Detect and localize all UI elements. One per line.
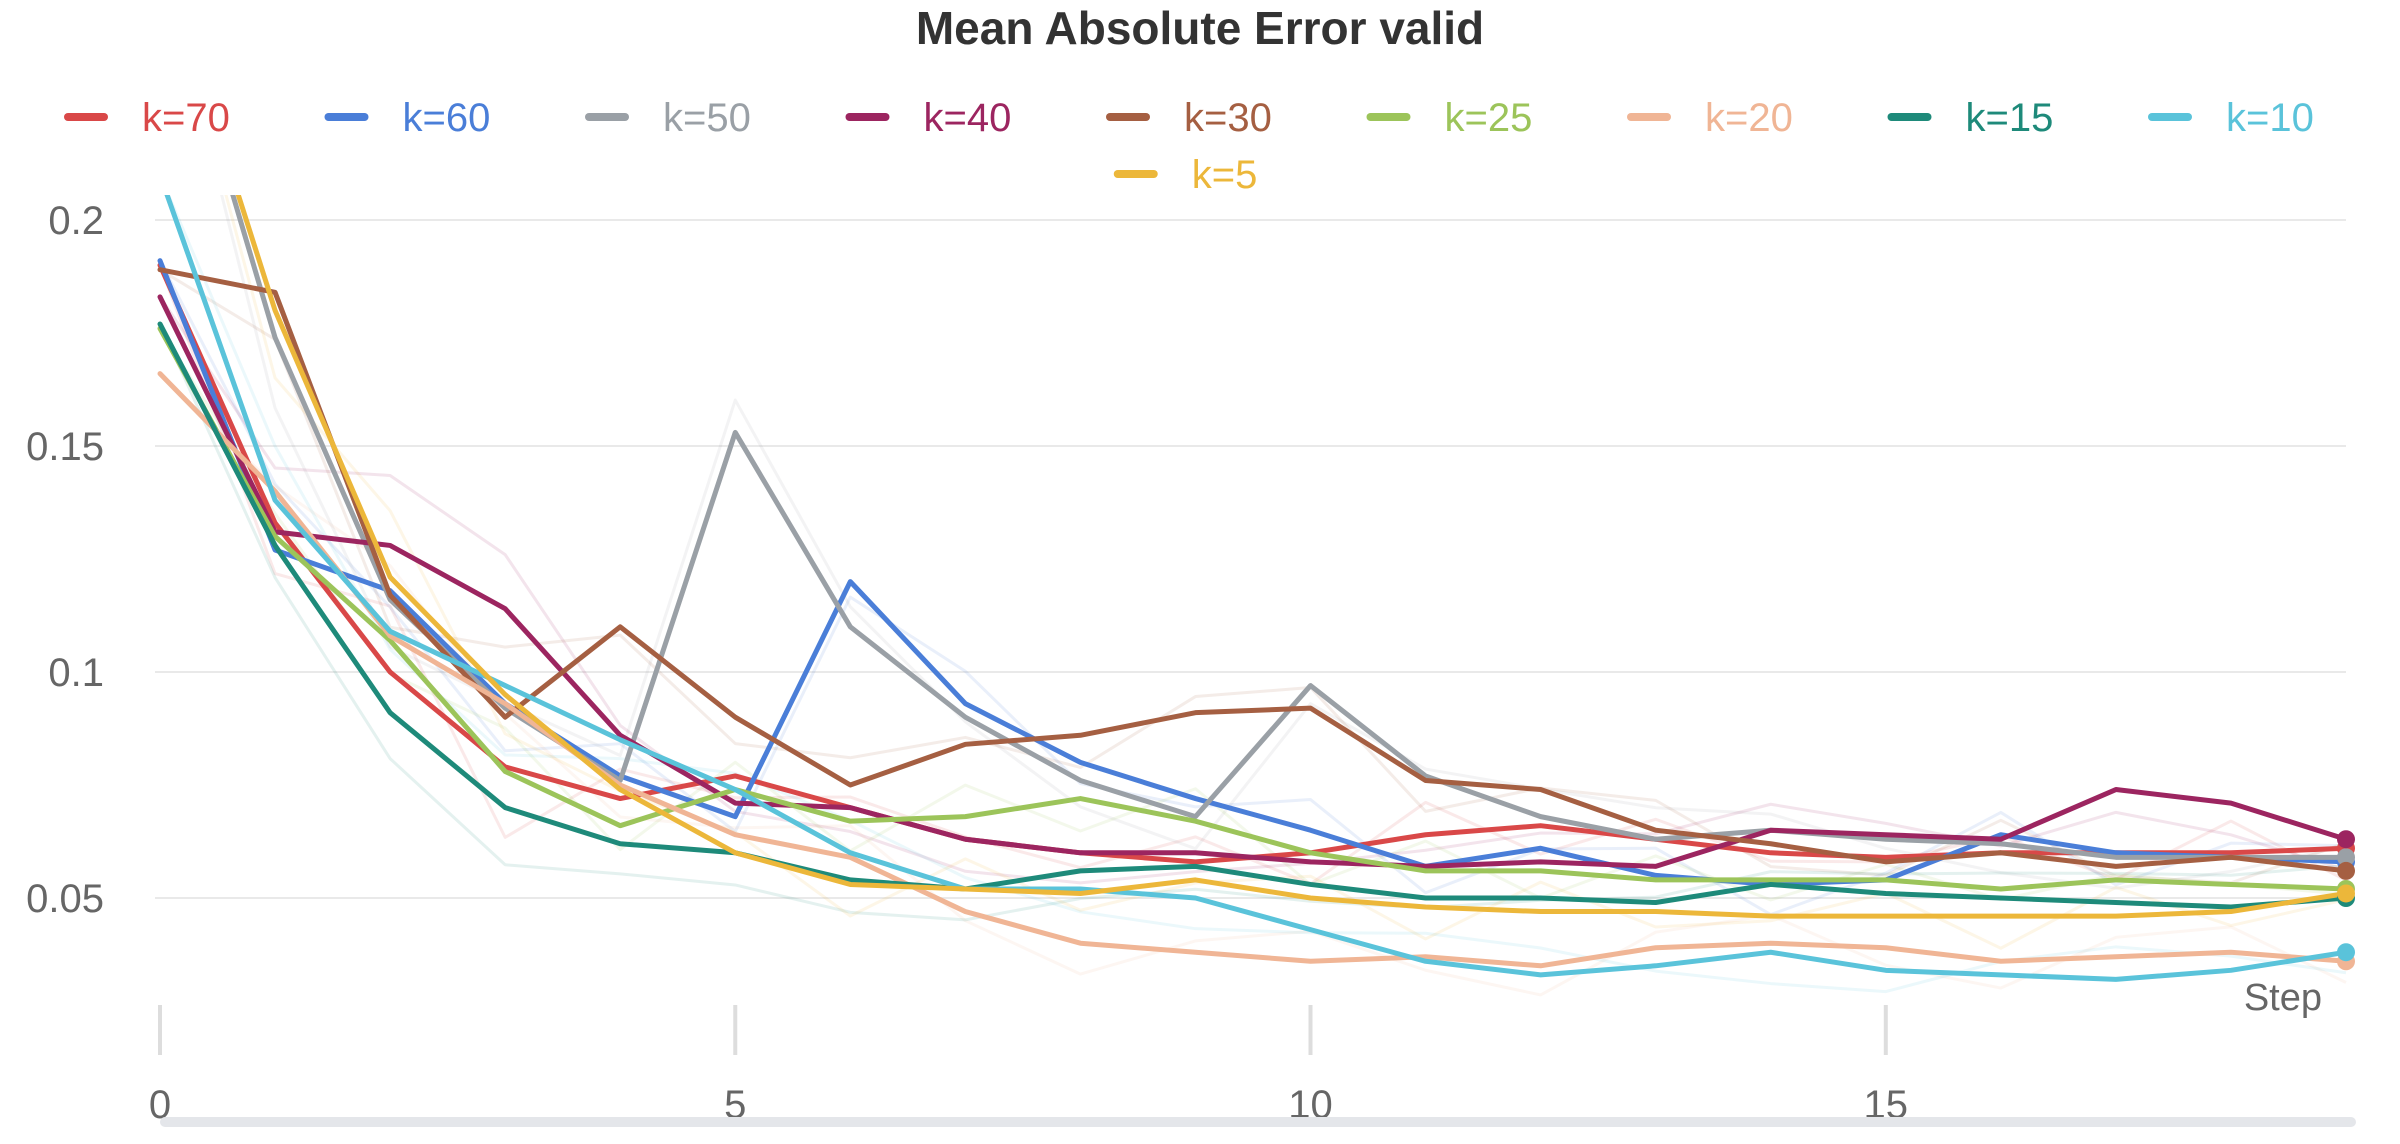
legend-item-k=25[interactable]: k=25	[1366, 96, 1533, 140]
shadow-line-k=10	[166, 195, 2347, 994]
legend-label: k=15	[1966, 96, 2054, 140]
end-point-k=40[interactable]	[2337, 830, 2355, 849]
legend-item-k=40[interactable]: k=40	[845, 96, 1012, 140]
series-lines	[157, 0, 2349, 982]
series-line-k=25[interactable]	[157, 325, 2349, 892]
chart-title: Mean Absolute Error valid	[916, 2, 1484, 54]
legend-item-k=60[interactable]: k=60	[324, 96, 491, 140]
end-point-k=5[interactable]	[2337, 884, 2355, 903]
y-axis: 0.05 0.1 0.15 0.2	[26, 199, 104, 921]
legend-label: k=25	[1445, 96, 1533, 140]
x-tick-label: 5	[724, 1083, 746, 1127]
end-point-k=30[interactable]	[2337, 861, 2355, 880]
legend-item-k=50[interactable]: k=50	[585, 96, 751, 140]
shadow-line-k=60	[158, 259, 2347, 917]
series-line-k=15[interactable]	[157, 321, 2349, 910]
end-point-k=10[interactable]	[2337, 943, 2355, 962]
y-tick-label: 0.15	[26, 425, 104, 469]
shadow-line-k=30	[159, 268, 2347, 885]
legend-item-k=5[interactable]: k=5	[1113, 153, 1258, 197]
legend-item-k=70[interactable]: k=70	[64, 96, 230, 140]
legend-label: k=10	[2226, 96, 2314, 140]
series-line-k=10[interactable]	[160, 175, 2349, 982]
series-line-k=70[interactable]	[157, 262, 2349, 865]
shadow-line-k=5	[224, 195, 2347, 950]
series-line-k=30[interactable]	[157, 267, 2349, 874]
series-end-points	[2337, 830, 2355, 971]
y-tick-label: 0.05	[26, 877, 104, 921]
legend-label: k=30	[1184, 96, 1272, 140]
series-line-k=20[interactable]	[157, 371, 2349, 969]
legend-label: k=5	[1192, 153, 1258, 197]
y-tick-label: 0.2	[48, 199, 104, 243]
end-point-k=50[interactable]	[2337, 848, 2355, 867]
legend-label: k=70	[142, 96, 230, 140]
legend-item-k=20[interactable]: k=20	[1627, 96, 1793, 140]
y-tick-label: 0.1	[48, 651, 104, 695]
legend-item-k=15[interactable]: k=15	[1887, 96, 2054, 140]
legend-label: k=20	[1705, 96, 1793, 140]
x-tick-label: 0	[149, 1083, 171, 1127]
legend-label: k=60	[403, 96, 491, 140]
series-line-k=40[interactable]	[157, 294, 2349, 869]
legend-label: k=40	[924, 96, 1012, 140]
legend-item-k=30[interactable]: k=30	[1106, 96, 1272, 140]
x-axis-title: Step	[2244, 977, 2322, 1019]
legend: k=70 k=60 k=50 k=40 k=30 k=25 k=20 k=15 k=10 k=5	[64, 96, 2314, 197]
series-line-k=5[interactable]	[160, 0, 2349, 919]
shadow-line-k=20	[158, 372, 2347, 997]
x-scrollbar[interactable]	[160, 1117, 2356, 1127]
legend-item-k=10[interactable]: k=10	[2148, 96, 2314, 140]
shadow-line-k=15	[158, 323, 2347, 922]
legend-label: k=50	[663, 96, 751, 140]
x-axis: 0 5 10 15	[149, 1005, 1908, 1127]
grid	[155, 219, 2346, 899]
